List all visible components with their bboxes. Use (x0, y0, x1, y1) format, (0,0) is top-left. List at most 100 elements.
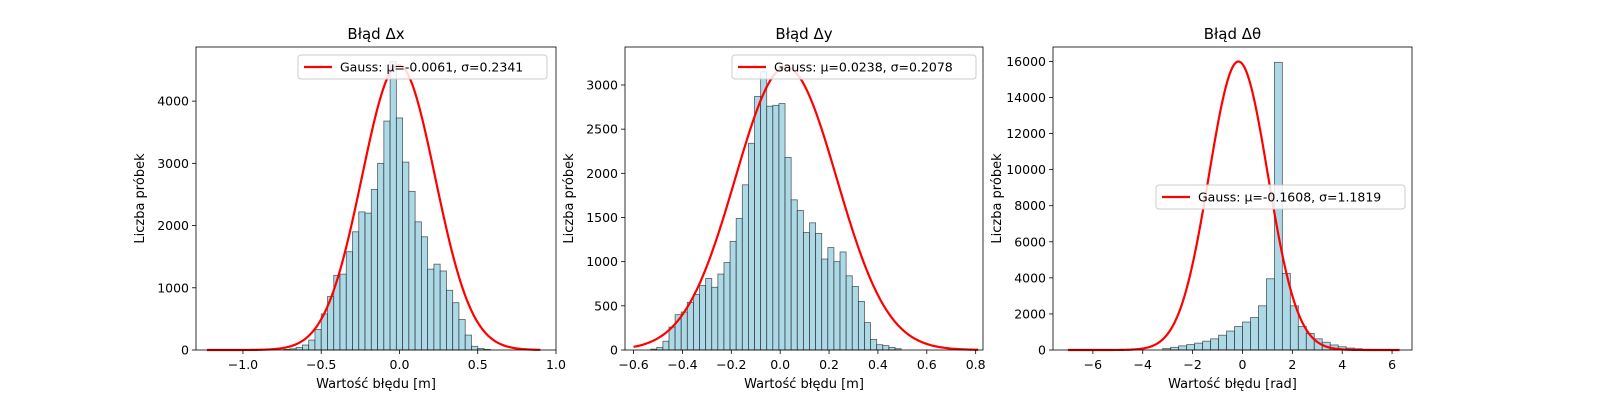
axes-frame (624, 46, 984, 351)
y-tick-label: 0 (181, 343, 189, 358)
x-tick-label: 0.4 (868, 357, 888, 372)
y-tick-label: 3000 (157, 156, 189, 171)
x-tick-label: 6 (1388, 357, 1396, 372)
gauss-curve (633, 66, 979, 351)
histogram-bars (283, 60, 491, 351)
x-tick-label: 0 (1238, 357, 1246, 372)
y-tick-label: 500 (594, 298, 618, 313)
legend-label: Gauss: μ=-0.0061, σ=0.2341 (340, 60, 523, 75)
histogram-bars (650, 71, 902, 351)
x-tick-label: −0.4 (667, 357, 697, 372)
chart-dx: −1.0 −0.5 0.0 0.5 1.0 0 1000 2000 3000 4000 Błąd Δ… (133, 25, 566, 392)
histogram-bar (1226, 330, 1235, 351)
histogram-bar (680, 311, 688, 351)
histogram-bar (809, 222, 817, 351)
histogram-bar (402, 161, 410, 351)
x-tick-label: 0.6 (917, 357, 937, 372)
histogram-bar (408, 190, 416, 351)
legend-box (297, 54, 548, 80)
histogram-bar (439, 270, 447, 351)
legend-box (1155, 184, 1406, 210)
histogram-bar (383, 120, 391, 351)
chart-title: Błąd Δy (775, 25, 832, 43)
histogram-bar (729, 240, 737, 351)
histogram-bar (735, 217, 743, 351)
x-axis-label: Wartość błędu [rad] (1168, 377, 1297, 392)
x-tick-label: −6 (1084, 357, 1102, 372)
histogram-bar (662, 340, 670, 351)
y-tick-label: 8000 (1014, 198, 1046, 213)
chart-dy: −0.6 −0.4 −0.2 0.0 0.2 0.4 0.6 0.8 0 500 1000 1500 2… (562, 25, 986, 392)
legend-label: Gauss: μ=-0.1608, σ=1.1819 (1198, 190, 1381, 205)
x-tick-label: −0.2 (716, 357, 746, 372)
x-tick-label: −1.0 (228, 357, 258, 372)
x-tick-label: −0.6 (618, 357, 648, 372)
legend-label: Gauss: μ=0.0238, σ=0.2078 (774, 60, 953, 75)
histogram-bar (857, 301, 865, 351)
y-tick-label: 16000 (1006, 54, 1046, 69)
histogram-bar (870, 338, 878, 351)
y-tick-label: 2000 (1014, 306, 1046, 321)
histogram-bar (717, 273, 725, 351)
y-tick-label: 0 (610, 343, 618, 358)
x-tick-label: −0.5 (306, 357, 336, 372)
histogram-bar (389, 60, 397, 351)
histogram-bar (395, 117, 404, 351)
histogram-bar (815, 232, 823, 351)
histogram-bar (876, 344, 884, 351)
histogram-bar (802, 232, 810, 351)
x-tick-label: 4 (1338, 357, 1346, 372)
y-axis-label: Liczba próbek (562, 153, 577, 244)
histogram-bar (1218, 334, 1227, 351)
histogram-bar (314, 329, 322, 351)
histogram-bar (1242, 321, 1251, 351)
histogram-bar (458, 319, 466, 351)
x-tick-label: −4 (1134, 357, 1152, 372)
histogram-bar (446, 289, 454, 351)
y-tick-label: 4000 (1014, 270, 1046, 285)
histogram-bar (1202, 340, 1211, 351)
histogram-bar (1258, 305, 1267, 351)
histogram-bar (339, 273, 347, 351)
legend: Gauss: μ=-0.0061, σ=0.2341 (297, 54, 548, 80)
histogram-bar (796, 210, 804, 351)
histogram-bar (760, 71, 768, 351)
histogram-bar (833, 261, 841, 351)
histogram-bar (723, 262, 731, 351)
histogram-bar (1210, 338, 1219, 351)
histogram-bar (851, 285, 859, 351)
x-tick-label: −2 (1183, 357, 1201, 372)
histogram-bar (1178, 345, 1188, 351)
histogram-bar (882, 345, 890, 351)
x-tick-label: 0.0 (390, 357, 410, 372)
histogram-bar (784, 157, 792, 351)
chart-dtheta: −6 −4 −2 0 2 4 6 0 2000 4000 6000 8000 10000 12000 140… (990, 25, 1413, 392)
histogram-bar (1297, 326, 1307, 351)
x-axis-label: Wartość błędu [m] (744, 377, 864, 392)
histogram-bar (778, 103, 786, 351)
histogram-bar (1194, 342, 1203, 351)
histogram-bar (1186, 344, 1196, 351)
y-tick-label: 1500 (586, 210, 618, 225)
legend: Gauss: μ=0.0238, σ=0.2078 (731, 54, 977, 80)
chart-title: Błąd Δx (347, 25, 404, 43)
y-tick-label: 4000 (157, 94, 189, 109)
histogram-bar (302, 344, 310, 351)
histogram-bar (754, 96, 762, 351)
x-tick-label: 0.2 (819, 357, 839, 372)
histogram-bar (471, 345, 479, 351)
x-tick-label: 0.8 (966, 357, 986, 372)
y-tick-label: 2000 (586, 166, 618, 181)
histogram-bar (827, 247, 835, 351)
histogram-bar (864, 322, 871, 351)
x-tick-label: 2 (1288, 357, 1296, 372)
x-tick-label: 0.0 (770, 357, 790, 372)
histogram-bar (308, 339, 316, 351)
histogram-bar (1250, 317, 1259, 351)
histogram-bar (414, 221, 422, 351)
histogram-bar (693, 293, 700, 351)
axes-frame (195, 46, 557, 351)
chart-title: Błąd Δθ (1204, 25, 1261, 43)
histogram-bar (452, 302, 460, 351)
histogram-bar (364, 212, 372, 351)
